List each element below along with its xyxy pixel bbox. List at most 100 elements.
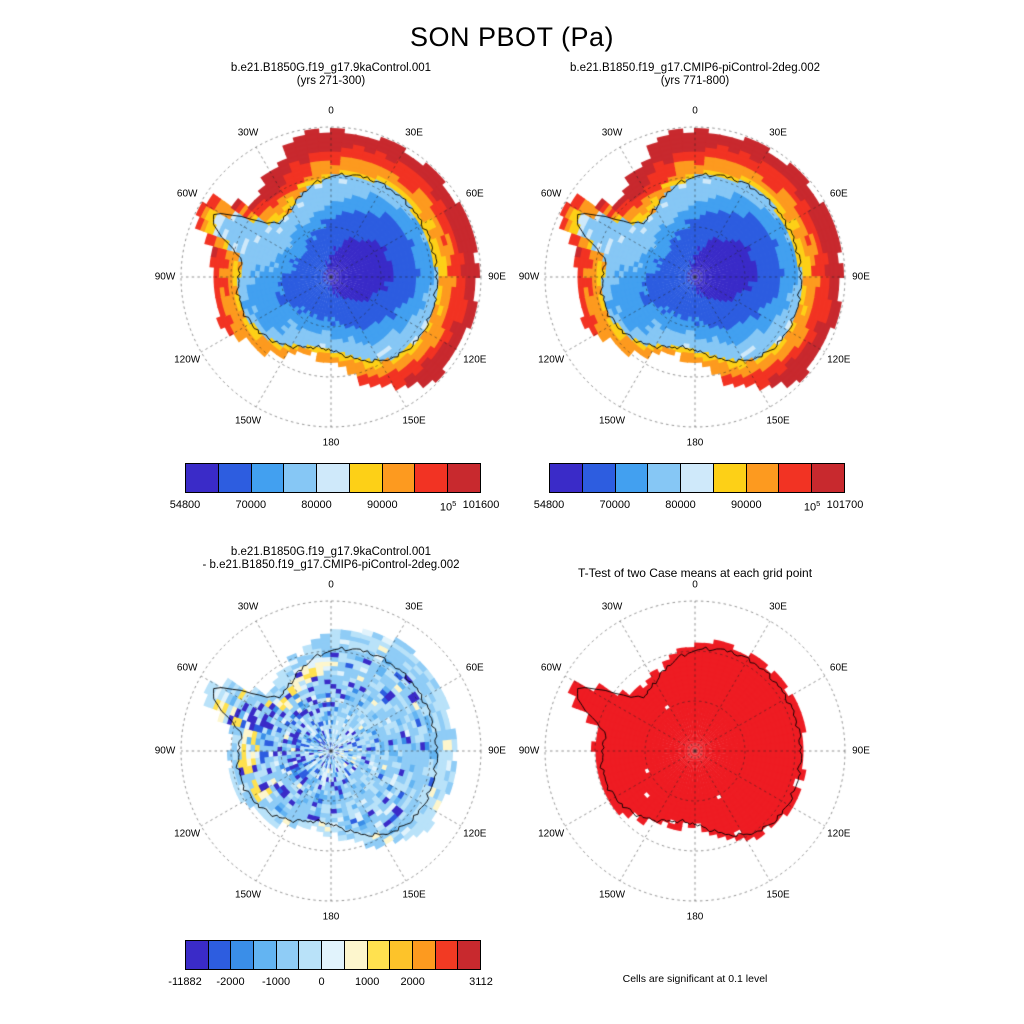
colorbar-swatch bbox=[185, 463, 219, 493]
colorbar-swatch bbox=[778, 463, 813, 493]
compass-label-90E: 90E bbox=[488, 271, 506, 283]
colorbar-swatch bbox=[185, 940, 209, 970]
colorbar-tick-label: 0 bbox=[318, 976, 325, 988]
compass-label-90W: 90W bbox=[518, 271, 540, 283]
colorbar-swatch bbox=[414, 463, 449, 493]
colorbar-tick-label: 105 bbox=[439, 499, 457, 514]
colorbar-tick-label: 54800 bbox=[169, 499, 201, 511]
colorbar-tick-label: 54800 bbox=[533, 499, 565, 511]
compass-label-60E: 60E bbox=[465, 188, 484, 200]
compass-label-120W: 120W bbox=[174, 354, 201, 366]
colorbar-tick-label: -2000 bbox=[216, 976, 245, 988]
colorbar-cells bbox=[185, 463, 482, 493]
compass-label-90W: 90W bbox=[518, 745, 540, 757]
colorbar-swatch bbox=[321, 940, 345, 970]
map-panel-ttest: 0 30E 60E 90E 120E 150E 180 150W 120W 90W 60W 30W bbox=[519, 580, 870, 923]
colorbar-tick-label: 101700 bbox=[826, 499, 864, 511]
compass-label-30W: 30W bbox=[237, 601, 259, 613]
colorbar-swatch bbox=[447, 463, 482, 493]
colorbar-ticks: -11882 -2000 -1000 0 1000 2000 3112 bbox=[168, 976, 493, 992]
compass-label-90E: 90E bbox=[852, 271, 870, 283]
compass-label-180: 180 bbox=[686, 437, 704, 449]
panel-title-diff: b.e21.B1850G.f19_g17.9kaControl.001 - b.… bbox=[140, 546, 522, 572]
colorbar-swatch bbox=[712, 463, 747, 493]
compass-label-180: 180 bbox=[322, 911, 340, 923]
compass-label-60E: 60E bbox=[829, 662, 848, 674]
map-panel-case2: 0 30E 60E 90E 120E 150E 180 150W 120W 90W 60W 30W bbox=[519, 106, 870, 449]
compass-label-0: 0 bbox=[328, 105, 334, 117]
compass-label-150E: 150E bbox=[402, 889, 426, 901]
panel-title-diff-line2: - b.e21.B1850.f19_g17.CMIP6-piControl-2d… bbox=[202, 559, 460, 571]
compass-label-150W: 150W bbox=[234, 889, 262, 901]
panel-title-case1: b.e21.B1850G.f19_g17.9kaControl.001 (yrs… bbox=[170, 62, 492, 88]
compass-label-60W: 60W bbox=[540, 662, 562, 674]
colorbar-tick-label: 80000 bbox=[665, 499, 696, 511]
colorbar-swatch bbox=[811, 463, 846, 493]
colorbar-swatch bbox=[283, 463, 318, 493]
compass-label-30W: 30W bbox=[237, 127, 259, 139]
compass-label-60W: 60W bbox=[176, 188, 198, 200]
compass-label-120W: 120W bbox=[174, 828, 201, 840]
colorbar-swatch bbox=[298, 940, 323, 970]
compass-label-120E: 120E bbox=[463, 354, 487, 366]
panel-title-case2: b.e21.B1850.f19_g17.CMIP6-piControl-2deg… bbox=[534, 62, 856, 88]
colorbar-tick-label: 90000 bbox=[731, 499, 762, 511]
colorbar-swatch bbox=[549, 463, 583, 493]
compass-label-180: 180 bbox=[686, 911, 704, 923]
compass-label-120E: 120E bbox=[463, 828, 487, 840]
colorbar-swatch bbox=[343, 940, 368, 970]
compass-label-0: 0 bbox=[692, 579, 698, 591]
panel-title-case1-line1: b.e21.B1850G.f19_g17.9kaControl.001 bbox=[230, 62, 432, 74]
figure-title: SON PBOT (Pa) bbox=[409, 22, 615, 52]
compass-label-150W: 150W bbox=[234, 415, 262, 427]
compass-label-120E: 120E bbox=[827, 354, 851, 366]
colorbar-swatch bbox=[581, 463, 616, 493]
colorbar-tick-label: -11882 bbox=[168, 976, 202, 988]
compass-label-90E: 90E bbox=[852, 745, 870, 757]
significance-note: Cells are significant at 0.1 level bbox=[622, 973, 768, 985]
panel-title-case2-line1: b.e21.B1850.f19_g17.CMIP6-piControl-2deg… bbox=[570, 62, 820, 74]
compass-label-30W: 30W bbox=[601, 601, 623, 613]
panel-title-case1-line2: (yrs 271-300) bbox=[296, 75, 366, 87]
colorbar-tick-label: 90000 bbox=[367, 499, 398, 511]
compass-label-30W: 30W bbox=[601, 127, 623, 139]
colorbar-tick-label: 80000 bbox=[301, 499, 332, 511]
map-canvas-case2 bbox=[534, 116, 856, 438]
compass-label-120W: 120W bbox=[538, 828, 565, 840]
colorbar-swatch bbox=[411, 940, 436, 970]
compass-label-60W: 60W bbox=[176, 662, 198, 674]
panel-title-ttest-line1: T-Test of two Case means at each grid po… bbox=[577, 566, 813, 580]
map-panel-diff: 0 30E 60E 90E 120E 150E 180 150W 120W 90W 60W 30W bbox=[155, 580, 506, 923]
colorbar-cells bbox=[185, 940, 481, 970]
compass-label-30E: 30E bbox=[769, 127, 787, 139]
compass-label-0: 0 bbox=[692, 105, 698, 117]
compass-label-0: 0 bbox=[328, 579, 334, 591]
colorbar-swatch bbox=[381, 463, 416, 493]
colorbar-swatch bbox=[366, 940, 391, 970]
compass-label-60E: 60E bbox=[465, 662, 484, 674]
colorbar-swatch bbox=[316, 463, 350, 493]
compass-label-150W: 150W bbox=[598, 889, 626, 901]
colorbar-tick-label: 101600 bbox=[462, 499, 500, 511]
map-canvas-case1 bbox=[170, 116, 492, 438]
colorbar-tick-label: 3112 bbox=[469, 976, 493, 988]
compass-label-150E: 150E bbox=[766, 889, 790, 901]
panel-title-case2-line2: (yrs 771-800) bbox=[660, 75, 730, 87]
panel-title-diff-line1: b.e21.B1850G.f19_g17.9kaControl.001 bbox=[230, 546, 432, 558]
colorbar-ticks: 54800 70000 80000 90000 105 101700 bbox=[534, 499, 864, 515]
colorbar-swatch bbox=[348, 463, 383, 493]
compass-label-60E: 60E bbox=[829, 188, 848, 200]
map-canvas-diff bbox=[170, 590, 492, 912]
colorbar-swatch bbox=[745, 463, 780, 493]
colorbar-swatch bbox=[434, 940, 459, 970]
colorbar-tick-label: 1000 bbox=[354, 976, 380, 988]
compass-label-150E: 150E bbox=[766, 415, 790, 427]
colorbar-swatch bbox=[207, 940, 232, 970]
colorbar-tick-label: 70000 bbox=[235, 499, 267, 511]
compass-label-90E: 90E bbox=[488, 745, 506, 757]
colorbar-tick-label: -1000 bbox=[262, 976, 291, 988]
colorbar-case1: 54800 70000 80000 90000 105 101600 bbox=[170, 463, 499, 519]
colorbar-cells bbox=[549, 463, 846, 493]
compass-label-120E: 120E bbox=[827, 828, 851, 840]
colorbar-swatch bbox=[680, 463, 714, 493]
